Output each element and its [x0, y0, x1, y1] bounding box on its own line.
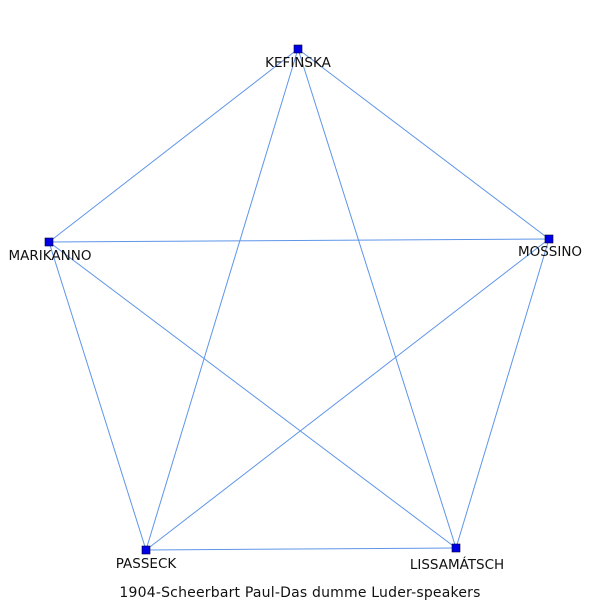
labels-layer: KEFINSKA MARIKANNO MOSSINO PASSECK LISSAMÁTS… — [9, 55, 583, 573]
edge-passeck-lissamatsch — [145, 547, 457, 551]
node-mossino[interactable] — [544, 234, 554, 244]
node-passeck[interactable] — [141, 545, 151, 555]
edge-mossino-passeck — [145, 238, 550, 551]
node-lissamatsch[interactable] — [451, 543, 461, 553]
graph-caption: 1904-Scheerbart Paul-Das dumme Luder-spe… — [119, 585, 480, 600]
node-label-kefinska: KEFINSKA — [265, 55, 331, 71]
edge-marikanno-passeck — [48, 241, 147, 551]
node-label-mossino: MOSSINO — [518, 244, 582, 260]
edge-kefinska-passeck — [145, 48, 299, 551]
edge-kefinska-mossino — [297, 48, 550, 240]
edge-marikanno-mossino — [48, 238, 550, 243]
edge-kefinska-marikanno — [48, 48, 299, 243]
node-label-marikanno: MARIKANNO — [9, 248, 92, 264]
node-label-lissamatsch: LISSAMÁTSCH — [410, 556, 504, 573]
node-marikanno[interactable] — [44, 237, 54, 247]
nodes-layer — [44, 44, 554, 555]
node-label-passeck: PASSECK — [116, 556, 178, 572]
edges-layer — [48, 48, 550, 551]
edge-marikanno-lissamatsch — [48, 241, 457, 549]
edge-mossino-lissamatsch — [455, 238, 550, 549]
edge-kefinska-lissamatsch — [297, 48, 457, 549]
node-kefinska[interactable] — [293, 44, 303, 54]
